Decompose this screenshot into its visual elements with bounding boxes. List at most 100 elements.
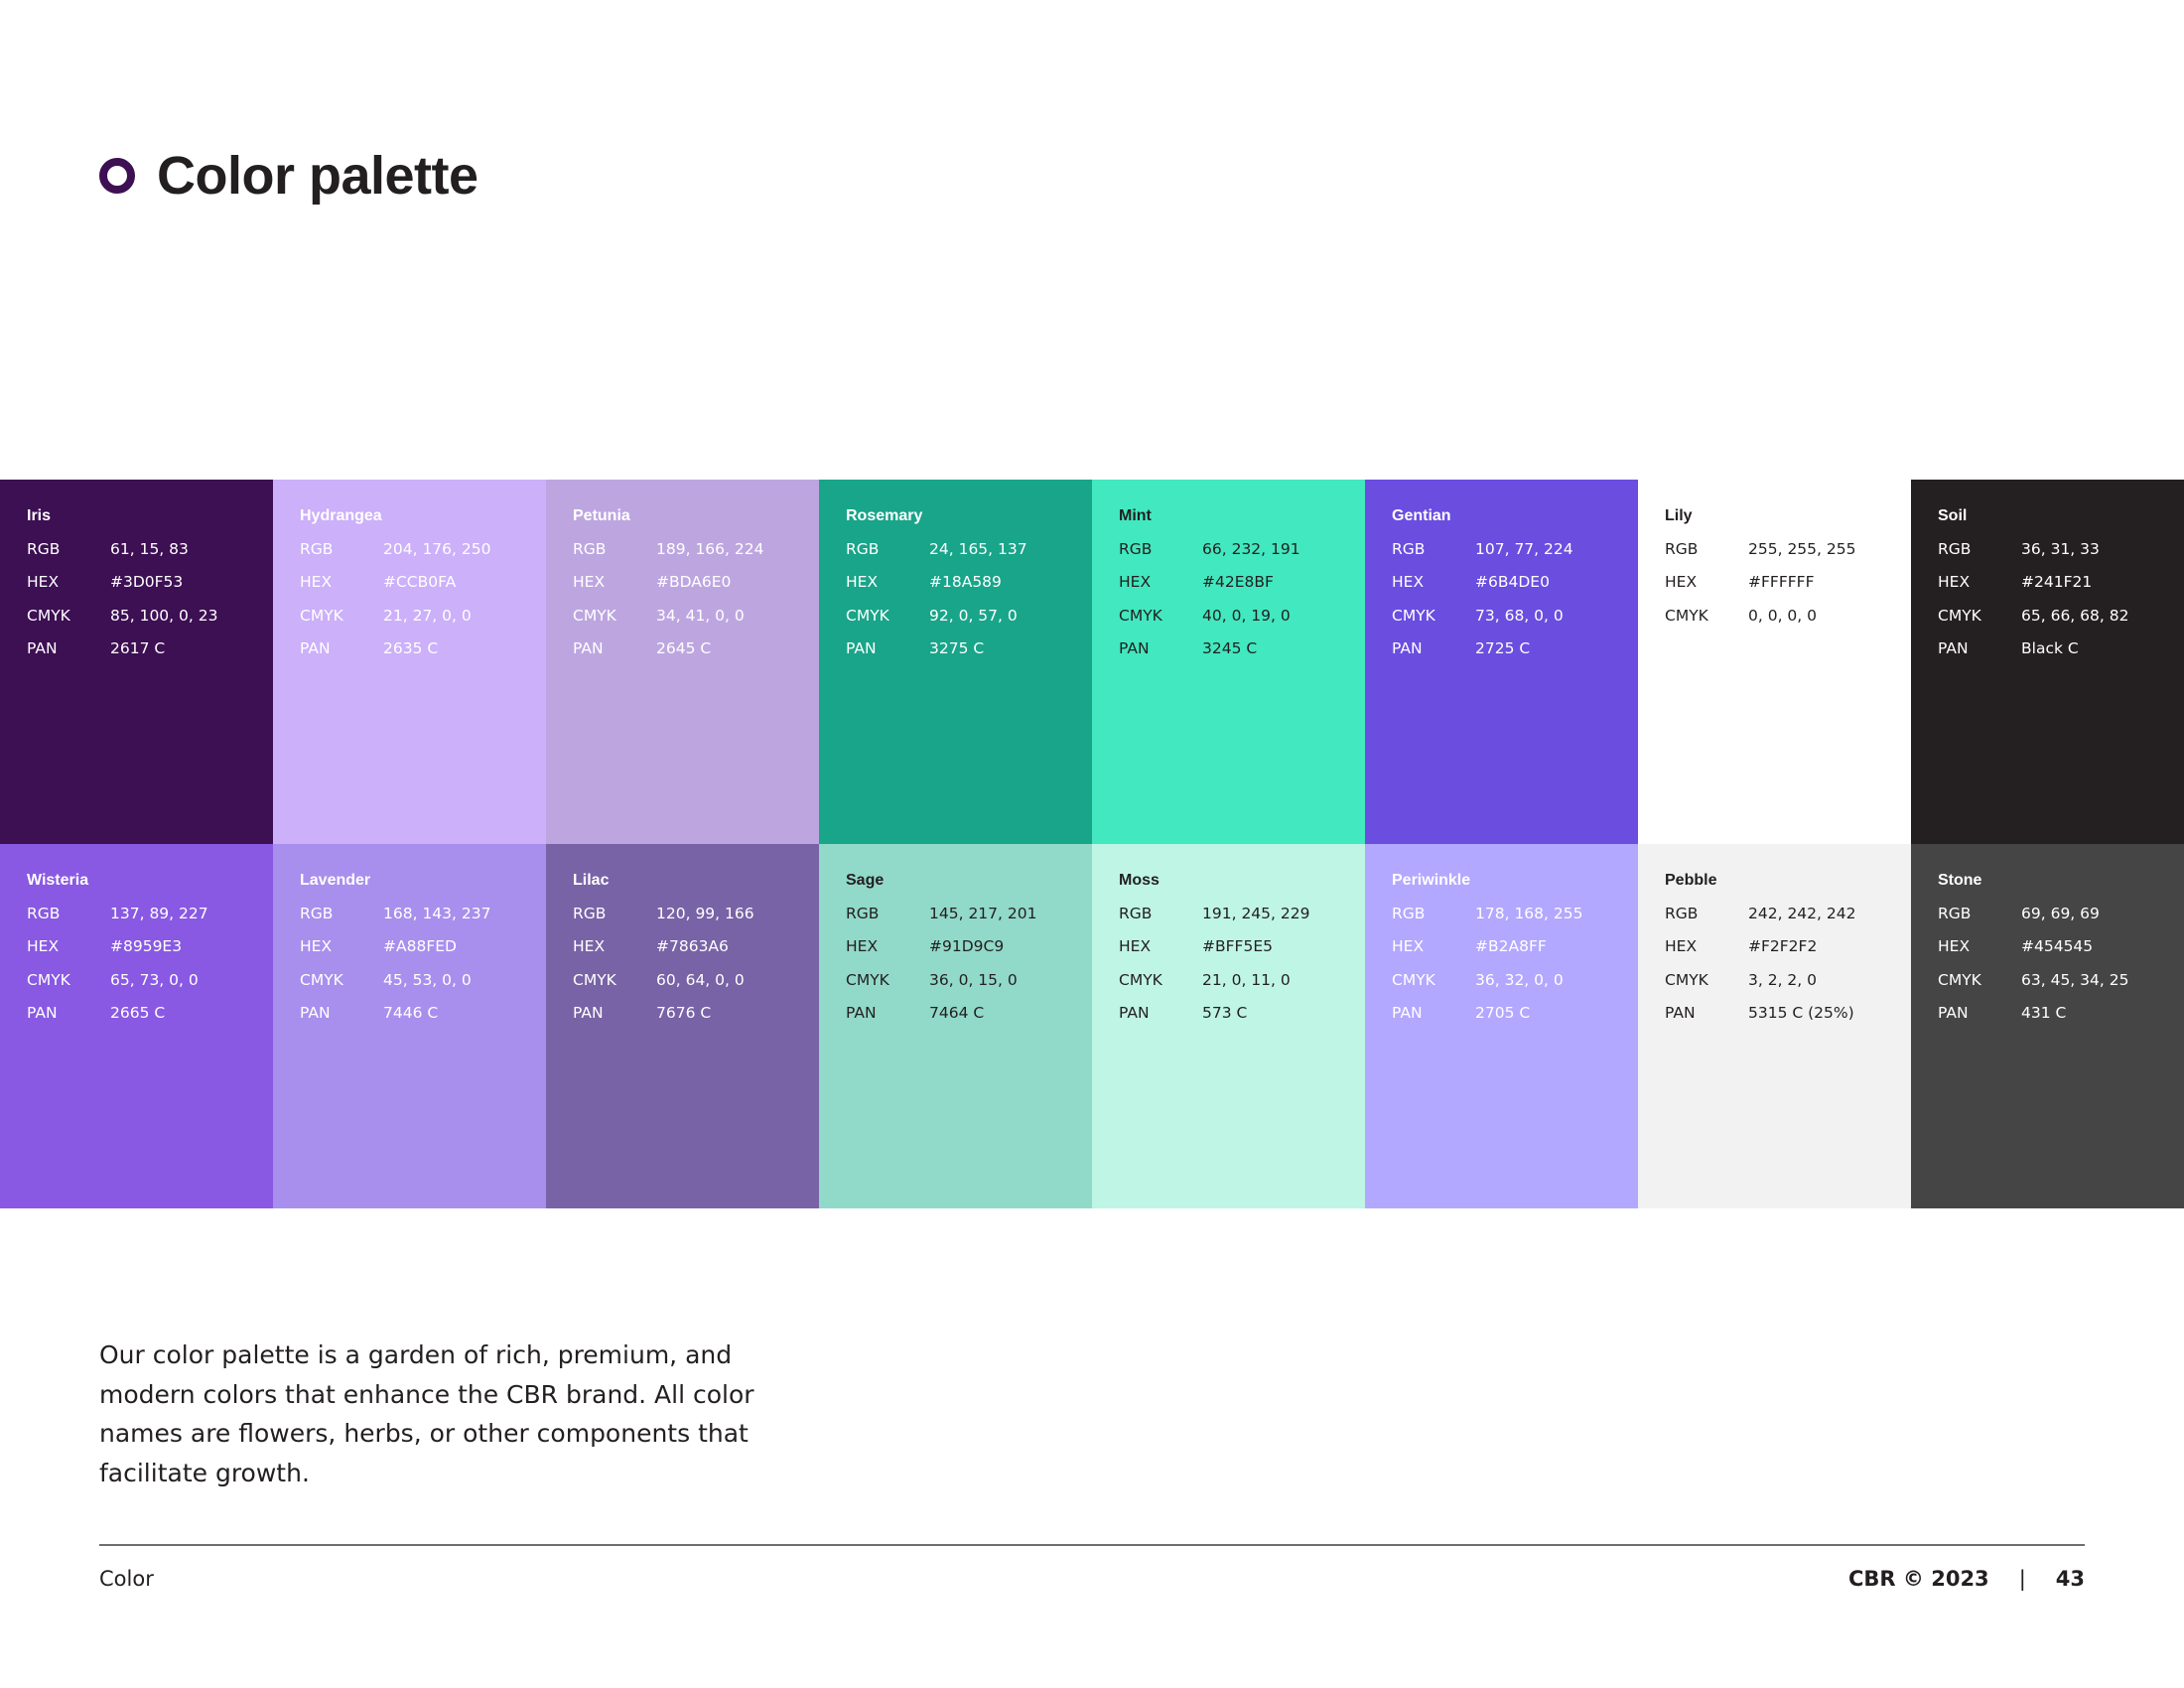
swatch-hex-label: HEX — [27, 573, 60, 592]
swatch-cmyk-value: 73, 68, 0, 0 — [1475, 606, 1564, 625]
swatch-rgb-label: RGB — [1392, 904, 1426, 922]
swatch-name: Petunia — [573, 507, 630, 524]
swatch-rgb-row: RGB 24, 165, 137 — [846, 532, 1092, 566]
swatch-hex-row: HEX #FFFFFF — [1665, 566, 1911, 600]
swatch-hex-row: HEX #F2F2F2 — [1665, 930, 1911, 964]
swatch-rgb-row: RGB 107, 77, 224 — [1392, 532, 1638, 566]
footer-section-label: Color — [99, 1567, 154, 1591]
swatch-rgb-row: RGB 66, 232, 191 — [1119, 532, 1365, 566]
swatch-hex-value: #7863A6 — [656, 937, 729, 956]
swatch-rgb-row: RGB 145, 217, 201 — [846, 897, 1092, 930]
swatch-cmyk-label: CMYK — [1119, 970, 1162, 989]
swatch-cmyk-row: CMYK 92, 0, 57, 0 — [846, 599, 1092, 633]
swatch-iris: Iris RGB 61, 15, 83 HEX #3D0F53 CMYK 85, 100, … — [0, 480, 273, 844]
swatch-cmyk-label: CMYK — [300, 970, 343, 989]
swatch-pan-row: PAN 7676 C — [573, 997, 819, 1031]
footer-copyright: CBR © 2023 — [1848, 1567, 1989, 1591]
swatch-hex-label: HEX — [573, 573, 606, 592]
swatch-pan-value: 7464 C — [929, 1004, 985, 1023]
swatch-hex-value: #CCB0FA — [383, 573, 457, 592]
swatch-rgb-value: 24, 165, 137 — [929, 539, 1027, 558]
swatch-pan-row: PAN 2635 C — [300, 633, 546, 666]
swatch-hex-row: HEX #8959E3 — [27, 930, 273, 964]
swatch-name: Sage — [846, 872, 885, 889]
swatch-pan-label: PAN — [27, 1004, 58, 1023]
swatch-name: Wisteria — [27, 872, 89, 889]
swatch-pan-row: PAN 2617 C — [27, 633, 273, 666]
swatch-cmyk-label: CMYK — [1665, 970, 1708, 989]
swatch-rgb-row: RGB 69, 69, 69 — [1938, 897, 2184, 930]
swatch-rgb-row: RGB 242, 242, 242 — [1665, 897, 1911, 930]
swatch-name: Iris — [27, 507, 52, 524]
swatch-hex-label: HEX — [1392, 573, 1425, 592]
swatch-pan-label: PAN — [1392, 1004, 1423, 1023]
swatch-cmyk-row: CMYK 0, 0, 0, 0 — [1665, 599, 1911, 633]
swatch-soil: Soil RGB 36, 31, 33 HEX #241F21 CMYK 65, 66, 6… — [1911, 480, 2184, 844]
swatch-cmyk-label: CMYK — [846, 970, 889, 989]
swatch-rosemary: Rosemary RGB 24, 165, 137 HEX #18A589 CMYK 92,… — [819, 480, 1092, 844]
swatch-rgb-value: 255, 255, 255 — [1748, 539, 1856, 558]
swatch-gentian: Gentian RGB 107, 77, 224 HEX #6B4DE0 CMYK 73, … — [1365, 480, 1638, 844]
swatch-pan-value: 431 C — [2021, 1004, 2067, 1023]
swatch-name: Periwinkle — [1392, 872, 1471, 889]
swatch-sage: Sage RGB 145, 217, 201 HEX #91D9C9 CMYK 36, 0,… — [819, 844, 1092, 1208]
swatch-hex-value: #241F21 — [2021, 573, 2093, 592]
swatch-cmyk-row: CMYK 36, 32, 0, 0 — [1392, 963, 1638, 997]
swatch-rgb-value: 189, 166, 224 — [656, 539, 764, 558]
swatch-cmyk-label: CMYK — [1392, 606, 1435, 625]
page-number: 43 — [2055, 1567, 2085, 1591]
swatch-rgb-label: RGB — [573, 904, 607, 922]
swatch-pan-value: 573 C — [1202, 1004, 1248, 1023]
swatch-cmyk-value: 21, 0, 11, 0 — [1202, 970, 1291, 989]
swatch-cmyk-label: CMYK — [573, 970, 616, 989]
swatch-periwinkle: Periwinkle RGB 178, 168, 255 HEX #B2A8FF CMYK… — [1365, 844, 1638, 1208]
swatch-rgb-row: RGB 120, 99, 166 — [573, 897, 819, 930]
swatch-stone: Stone RGB 69, 69, 69 HEX #454545 CMYK 63, 45, … — [1911, 844, 2184, 1208]
swatch-rgb-value: 168, 143, 237 — [383, 904, 491, 922]
swatch-cmyk-value: 0, 0, 0, 0 — [1748, 606, 1818, 625]
swatch-rgb-value: 178, 168, 255 — [1475, 904, 1583, 922]
swatch-hex-value: #3D0F53 — [110, 573, 184, 592]
swatch-cmyk-label: CMYK — [1938, 970, 1981, 989]
swatch-hex-value: #91D9C9 — [929, 937, 1005, 956]
swatch-name: Mint — [1119, 507, 1152, 524]
swatch-cmyk-row: CMYK 65, 66, 68, 82 — [1938, 599, 2184, 633]
swatch-cmyk-row: CMYK 36, 0, 15, 0 — [846, 963, 1092, 997]
swatch-rgb-label: RGB — [300, 904, 334, 922]
swatch-cmyk-value: 63, 45, 34, 25 — [2021, 970, 2129, 989]
swatch-rgb-label: RGB — [1938, 904, 1972, 922]
swatch-rgb-row: RGB 204, 176, 250 — [300, 532, 546, 566]
swatch-hex-label: HEX — [846, 937, 879, 956]
swatch-hex-label: HEX — [846, 573, 879, 592]
circle-bullet-icon — [99, 158, 135, 194]
swatch-cmyk-value: 92, 0, 57, 0 — [929, 606, 1018, 625]
swatch-cmyk-value: 36, 0, 15, 0 — [929, 970, 1018, 989]
swatch-pan-value: Black C — [2021, 639, 2079, 658]
swatch-name: Lilac — [573, 872, 610, 889]
swatch-cmyk-value: 21, 27, 0, 0 — [383, 606, 472, 625]
swatch-pan-label: PAN — [846, 1004, 877, 1023]
swatch-rgb-label: RGB — [573, 539, 607, 558]
swatch-pan-label: PAN — [1938, 1004, 1969, 1023]
swatch-rgb-value: 242, 242, 242 — [1748, 904, 1856, 922]
footer-divider-line — [99, 1544, 2085, 1546]
swatch-hex-value: #B2A8FF — [1475, 937, 1547, 956]
swatch-cmyk-value: 3, 2, 2, 0 — [1748, 970, 1818, 989]
swatch-rgb-value: 61, 15, 83 — [110, 539, 189, 558]
swatch-pan-row: PAN 3245 C — [1119, 633, 1365, 666]
swatch-rgb-label: RGB — [1938, 539, 1972, 558]
swatch-pan-row: PAN 5315 C (25%) — [1665, 997, 1911, 1031]
swatch-rgb-row: RGB 191, 245, 229 — [1119, 897, 1365, 930]
swatch-hex-row: HEX #6B4DE0 — [1392, 566, 1638, 600]
swatch-cmyk-label: CMYK — [27, 606, 70, 625]
palette-description: Our color palette is a garden of rich, p… — [99, 1340, 754, 1487]
swatch-lily: Lily RGB 255, 255, 255 HEX #FFFFFF CMYK 0, 0, … — [1638, 480, 1911, 844]
swatch-hex-label: HEX — [1665, 937, 1698, 956]
swatch-pan-row: PAN 7464 C — [846, 997, 1092, 1031]
swatch-cmyk-label: CMYK — [300, 606, 343, 625]
swatch-cmyk-value: 85, 100, 0, 23 — [110, 606, 218, 625]
swatch-cmyk-row: CMYK 40, 0, 19, 0 — [1119, 599, 1365, 633]
swatch-rgb-label: RGB — [1665, 539, 1699, 558]
swatch-cmyk-value: 45, 53, 0, 0 — [383, 970, 472, 989]
swatch-hex-label: HEX — [1119, 937, 1152, 956]
